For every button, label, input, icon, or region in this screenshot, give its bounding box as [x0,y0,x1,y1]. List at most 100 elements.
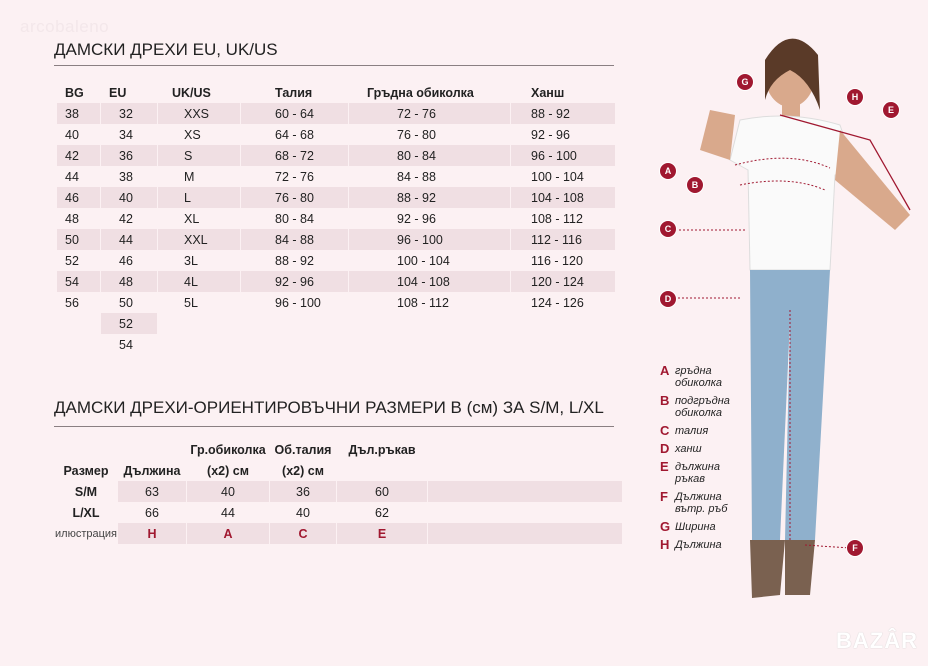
table-cell: 40 [101,187,157,208]
table-row: Гр.обиколка Об.талия Дъл.ръкав [55,439,622,460]
table-cell: 38 [119,169,133,184]
table-cell: 100 - 104 [397,253,450,268]
table-cell: 36 [270,481,336,502]
table-cell: Гр.обиколка [190,442,266,457]
column-header: Гръдна обиколка [367,85,474,100]
legend-label: Дължина [675,539,722,551]
legend-label: Ширина [675,521,716,533]
table-row: L/XL 66 44 40 62 [55,502,622,523]
table-cell: 88 - 92 [511,103,615,124]
table-cell: XS [184,127,201,142]
table-cell: 96 - 100 [349,229,510,250]
table-row: илюстрация H A C E [55,523,622,544]
size-table: BG EU UK/US Талия Гръдна обиколка Ханш 38 32 XX… [56,82,616,355]
table-cell: 76 - 80 [241,187,348,208]
table-cell: 80 - 84 [349,145,510,166]
table-cell: 68 - 72 [241,145,348,166]
legend-item: H Дължина [660,538,750,551]
table-cell: 38 [57,103,100,124]
table-cell: 96 - 100 [275,295,321,310]
table-cell: 46 [119,253,133,268]
table-cell: 104 - 108 [349,271,510,292]
table-cell: Дължина [123,463,181,478]
table-cell [241,313,348,334]
table-row: 46 40 L 76 - 80 88 - 92 104 - 108 [57,187,615,208]
table-row: 38 32 XXS 60 - 64 72 - 76 88 - 92 [57,103,615,124]
table-cell [57,334,100,355]
table-row: Размер Дължина (x2) см (x2) см [55,460,622,481]
table-cell: L [158,187,240,208]
table-cell: H [118,523,186,544]
table-cell: (x2) см [282,463,324,478]
table-cell: 92 - 96 [397,211,436,226]
table-cell: 80 - 84 [275,211,314,226]
table-cell: 84 - 88 [397,169,436,184]
legend-item: G Ширина [660,520,750,533]
table-cell: 44 [101,229,157,250]
legend-label: подгръдна обиколка [675,395,730,419]
table-row: 50 44 XXL 84 - 88 96 - 100 112 - 116 [57,229,615,250]
table-cell: S/M [74,484,98,499]
legend-key: E [660,459,669,474]
table-row: 56 50 5L 96 - 100 108 - 112 124 - 126 [57,292,615,313]
table-cell [158,334,240,355]
table-cell: 50 [57,229,100,250]
table1-title: ДАМСКИ ДРЕХИ EU, UK/US [54,40,278,59]
table-cell: 92 - 96 [241,271,348,292]
table-cell: 40 [296,505,310,520]
table-cell [428,481,622,502]
table-cell: C [270,523,336,544]
table-cell: Размер [63,463,109,478]
column-header: Ханш [531,85,565,100]
table-cell: 4L [158,271,240,292]
table-cell: 32 [101,103,157,124]
legend-label: талия [675,425,709,437]
table-cell: 40 [187,481,269,502]
legend-key: F [660,489,668,504]
table-row: 54 48 4L 92 - 96 104 - 108 120 - 124 [57,271,615,292]
table2-title: ДАМСКИ ДРЕХИ-ОРИЕНТИРОВЪЧНИ РАЗМЕРИ В (с… [54,398,604,417]
table-row: S/M 63 40 36 60 [55,481,622,502]
approx-size-table: Гр.обиколка Об.талия Дъл.ръкав Размер Дължин… [54,439,623,544]
table-cell [428,502,622,523]
table-cell: 88 - 92 [275,253,314,268]
table-cell: 124 - 126 [531,295,584,310]
table-cell: 92 - 96 [531,127,570,142]
table-cell: 40 [65,127,79,142]
column-header: EU [109,85,127,100]
table-cell [511,334,615,355]
table-cell: (x2) см [207,463,249,478]
table-cell: 34 [119,127,133,142]
table-cell: 60 [337,481,427,502]
marker-g: G [736,73,754,91]
table-row: 48 42 XL 80 - 84 92 - 96 108 - 112 [57,208,615,229]
table-cell: 96 - 100 [511,145,615,166]
legend-label: гръдна обиколка [675,365,723,389]
table-cell: XXL [158,229,240,250]
table-header-row: BG EU UK/US Талия Гръдна обиколка Ханш [57,82,615,103]
table-cell: 60 - 64 [241,103,348,124]
table-cell [55,439,117,460]
table-cell: XL [184,211,200,226]
legend-key: A [660,363,670,378]
table-cell: 64 - 68 [275,127,314,142]
divider [54,426,614,427]
table-cell: XXS [158,103,240,124]
table-cell: A [187,523,269,544]
table-cell: 72 - 76 [349,103,510,124]
table-row: 52 [57,313,615,334]
table-cell: 112 - 116 [511,229,615,250]
column-header: UK/US [172,85,211,100]
model-figure [668,38,911,598]
column-header: BG [65,85,84,100]
table-cell [428,523,622,544]
table-cell: 100 - 104 [531,169,584,184]
marker-c: C [659,220,677,238]
table-cell [57,313,100,334]
table-cell: 56 [65,295,79,310]
table-cell: 52 [101,313,157,334]
